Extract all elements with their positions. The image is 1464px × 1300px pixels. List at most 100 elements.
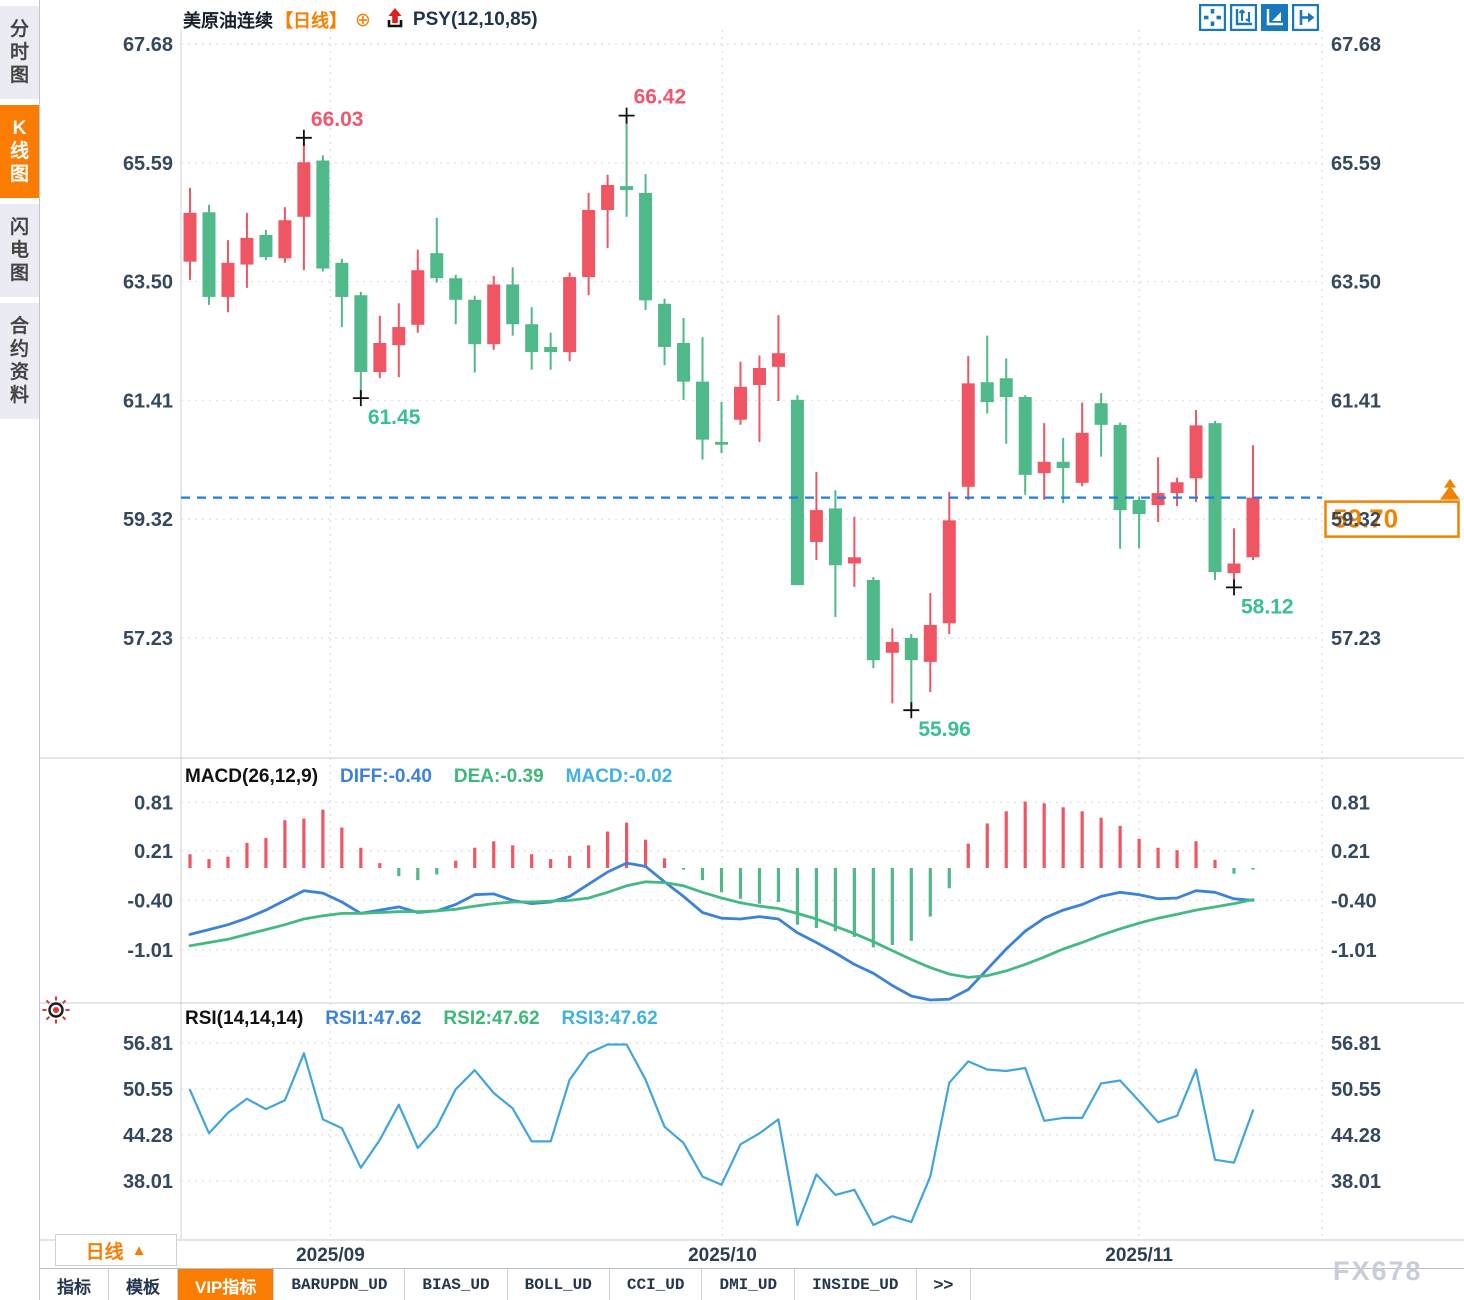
rsi-tick-right: 50.55 [1331,1079,1381,1101]
candle-body [316,160,330,269]
price-annotation: 66.03 [311,108,364,131]
macd-tick-right: -0.40 [1331,890,1377,912]
candle-body [449,278,463,300]
sidebar-item-闪电图[interactable]: 闪电图 [0,204,39,297]
auto-scale-icon[interactable] [1261,4,1288,31]
rsi-tick-left: 44.28 [123,1125,173,1147]
candle-body [392,327,406,346]
price-up-arrow-icon [1444,478,1456,488]
price-tick-left: 61.41 [123,390,173,412]
candle-body [259,234,273,258]
rsi1-value: RSI1:47.62 [325,1008,422,1029]
candle-body [278,220,292,259]
price-tick-left: 59.32 [123,509,173,531]
candle-body [544,346,558,353]
gridlines-layer [0,30,1464,1241]
shift-right-icon[interactable] [1291,3,1320,32]
indicator-label[interactable]: PSY(12,10,85) [412,9,538,30]
price-tick-right: 65.59 [1331,153,1381,175]
price-tick-right: 67.68 [1331,34,1381,56]
macd-dea-value: DEA:-0.39 [453,766,544,787]
macd-diff-value: DIFF:-0.40 [340,766,432,787]
candle-body [999,378,1013,397]
candle-body [221,262,235,297]
rsi-tick-right: 38.01 [1331,1171,1381,1193]
tab-CCI_UD[interactable]: CCI_UD [610,1269,703,1300]
tab-指标[interactable]: 指标 [40,1269,109,1300]
candle-body [828,508,842,566]
tab->>[interactable]: >> [917,1269,972,1300]
axis-zoom-icon[interactable] [1229,3,1258,32]
price-tick-left: 65.59 [123,153,173,175]
price-tick-left: 63.50 [123,272,173,294]
x-axis-label: 2025/09 [296,1245,365,1266]
candle-body [1132,499,1146,515]
macd-tick-right: -1.01 [1331,940,1377,962]
brand-watermark: FX678 [1333,1256,1423,1286]
candle-body [411,270,425,325]
tab-DMI_UD[interactable]: DMI_UD [702,1269,796,1300]
price-annotation: 55.96 [918,718,971,741]
sun-marker-icon[interactable] [42,996,70,1024]
macd-tick-left: -0.40 [127,890,173,912]
candle-body [506,284,520,325]
candle-body [1246,497,1260,558]
current-price-tag[interactable] [1324,500,1460,538]
price-annotation: 61.45 [368,406,421,429]
price-annotation: 66.42 [634,86,687,109]
candle-body [468,299,482,345]
x-axis-label: 2025/10 [688,1245,757,1266]
candle-body [430,253,444,279]
tab-BOLL_UD[interactable]: BOLL_UD [508,1269,610,1300]
candle-body [658,303,672,347]
candle-body [1189,425,1203,479]
macd-tick-left: 0.81 [134,792,173,814]
price-tick-right: 59.32 [1331,509,1381,531]
sidebar-item-分时图[interactable]: 分时图 [0,6,39,99]
add-overlay-icon[interactable]: ⊕ [355,9,371,31]
candle-body [335,262,349,297]
period-selector[interactable]: 日线 ▲ [55,1234,177,1266]
candle-body [980,382,994,403]
candle-body [601,184,615,210]
x-axis-label: 2025/11 [1105,1245,1173,1266]
candle-body [847,557,861,564]
rsi-line [188,1043,1255,1227]
sidebar-item-合约资料[interactable]: 合约资料 [0,303,39,419]
tab-BARUPDN_UD[interactable]: BARUPDN_UD [274,1269,406,1300]
macd-tick-left: 0.21 [134,841,173,863]
candle-body [487,284,501,345]
rsi-tick-left: 50.55 [123,1079,173,1101]
price-tick-left: 57.23 [123,628,173,650]
tab-INSIDE_UD[interactable]: INSIDE_UD [795,1269,917,1300]
candle-body [1151,493,1165,505]
candle-body [373,342,387,372]
rsi-tick-left: 56.81 [123,1033,173,1055]
tab-VIP指标[interactable]: VIP指标 [178,1269,275,1300]
chart-toolbar [1198,3,1320,32]
candle-body [525,324,539,353]
price-tick-right: 61.41 [1331,390,1381,412]
period-tag[interactable]: 【日线】 [275,11,347,31]
candles-layer [183,115,1260,711]
candle-body [677,342,691,382]
macd-hist-value: MACD:-0.02 [565,766,673,787]
candle-body [1075,432,1089,483]
tab-BIAS_UD[interactable]: BIAS_UD [405,1269,508,1300]
rsi2-value: RSI2:47.62 [443,1008,540,1029]
candle-body [923,624,937,662]
candle-body [1170,482,1184,494]
pan-crosshair-icon[interactable] [1198,3,1227,32]
candle-body [714,441,728,445]
macd-readout-row: MACD(26,12,9) DIFF:-0.40 DEA:-0.39 MACD:… [185,766,672,788]
price-tick-right: 63.50 [1331,272,1381,294]
candle-body [809,510,823,542]
candle-body [202,212,216,297]
rsi-tick-right: 44.28 [1331,1125,1381,1147]
tab-模板[interactable]: 模板 [109,1269,178,1300]
rsi-tick-right: 56.81 [1331,1033,1381,1055]
candle-body [354,295,368,372]
